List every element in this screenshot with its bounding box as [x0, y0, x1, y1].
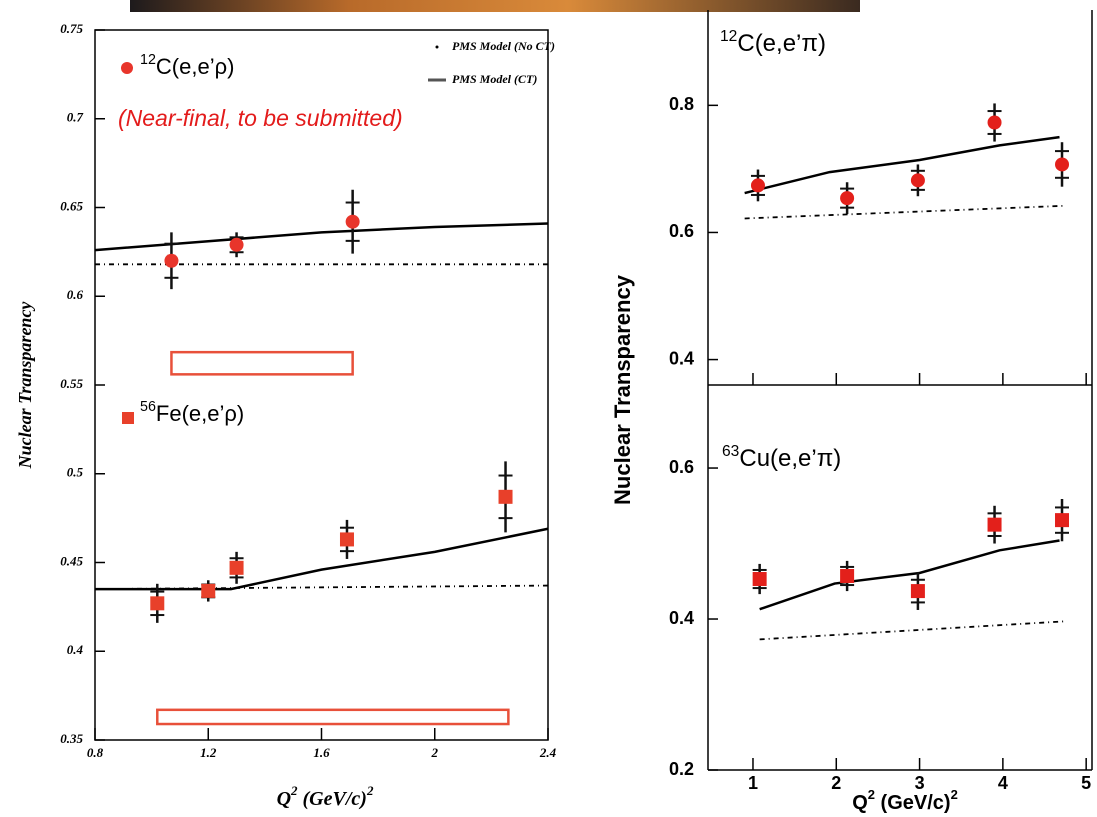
systematic-band	[170, 350, 354, 376]
x-tick-label: 4	[998, 773, 1008, 793]
legend-marker	[122, 412, 134, 424]
annotation: (Near-final, to be submitted)	[118, 105, 403, 131]
data-point	[910, 173, 925, 188]
legend-marker	[121, 62, 133, 74]
data-point	[840, 568, 855, 583]
model-line	[759, 539, 1060, 611]
x-tick-label: 0.8	[87, 745, 104, 760]
data-point	[987, 115, 1002, 130]
x-tick-label: 3	[915, 773, 925, 793]
y-tick-label: 0.2	[669, 759, 694, 779]
series-name: C(e,e’π)	[737, 30, 826, 57]
y-tick-label: 0.65	[60, 198, 83, 213]
legend-label: PMS Model (CT)	[452, 72, 537, 86]
model-line	[744, 204, 1066, 220]
x-axis-label: Q2 (GeV/c)2	[852, 787, 958, 814]
data-point	[201, 583, 216, 598]
data-point	[840, 191, 855, 206]
series-name: Fe(e,e’ρ)	[156, 401, 244, 426]
y-tick-label: 0.7	[67, 110, 84, 125]
x-label-unit: (GeV/c)	[875, 792, 951, 814]
isotope: 56	[140, 399, 156, 415]
x-label-unit-sup: 2	[951, 787, 958, 802]
model-line	[94, 584, 549, 591]
data-point	[150, 596, 165, 611]
y-tick-label: 0.45	[60, 553, 83, 568]
legend-dot	[435, 45, 439, 49]
series-label: 12C(e,e’ρ)	[140, 52, 234, 79]
x-tick-label: 1.6	[313, 745, 330, 760]
data-point	[229, 237, 244, 252]
data-point	[752, 572, 767, 587]
data-point	[164, 253, 179, 268]
legend-label: PMS Model (No CT)	[452, 39, 555, 53]
data-point	[750, 178, 765, 193]
y-tick-label: 0.55	[60, 376, 83, 391]
y-tick-label: 0.8	[669, 94, 694, 114]
x-tick-label: 2	[831, 773, 841, 793]
data-point	[987, 517, 1002, 532]
y-tick-label: 0.4	[67, 642, 84, 657]
model-line	[744, 135, 1060, 195]
systematic-band	[156, 708, 510, 726]
header-image	[130, 0, 860, 12]
y-tick-label: 0.4	[669, 348, 694, 368]
y-tick-label: 0.5	[67, 465, 84, 480]
model-line	[95, 527, 549, 591]
series-label: 63Cu(e,e’π)	[722, 443, 841, 472]
x-tick-label: 5	[1081, 773, 1091, 793]
x-label-base: Q	[852, 792, 868, 814]
data-point	[1055, 513, 1070, 528]
x-label-sup: 2	[868, 787, 875, 802]
data-point	[910, 584, 925, 599]
x-tick-label: 2.4	[539, 745, 557, 760]
model-line	[94, 222, 549, 252]
data-point	[229, 560, 244, 575]
model-line	[759, 620, 1066, 641]
series-label: 12C(e,e’π)	[720, 28, 826, 57]
y-tick-label: 0.4	[669, 608, 694, 628]
y-tick-label: 0.6	[669, 457, 694, 477]
data-point	[345, 214, 360, 229]
y-tick-label: 0.6	[669, 221, 694, 241]
x-label-sup: 2	[290, 783, 298, 798]
series-name: C(e,e’ρ)	[156, 54, 235, 79]
isotope: 12	[720, 28, 737, 45]
plot-frame	[94, 29, 549, 741]
y-axis-label: Nuclear Transparency	[610, 274, 635, 505]
x-tick-label: 2	[431, 745, 439, 760]
data-point	[498, 489, 513, 504]
y-tick-label: 0.6	[67, 287, 84, 302]
series-label: 56Fe(e,e’ρ)	[140, 399, 244, 426]
x-label-unit: (GeV/c)	[298, 788, 367, 810]
y-tick-label: 0.75	[60, 21, 83, 36]
y-tick-label: 0.35	[60, 731, 83, 746]
x-label-base: Q	[277, 788, 291, 810]
y-axis-label: Nuclear Transparency	[15, 301, 35, 470]
isotope: 12	[140, 52, 156, 68]
x-axis-label: Q2 (GeV/c)2	[277, 783, 374, 810]
isotope: 63	[722, 443, 739, 460]
x-label-unit-sup: 2	[366, 783, 374, 798]
data-point	[339, 532, 354, 547]
x-tick-label: 1.2	[200, 745, 217, 760]
x-tick-label: 1	[748, 773, 758, 793]
data-point	[1055, 157, 1070, 172]
series-name: Cu(e,e’π)	[739, 445, 841, 472]
